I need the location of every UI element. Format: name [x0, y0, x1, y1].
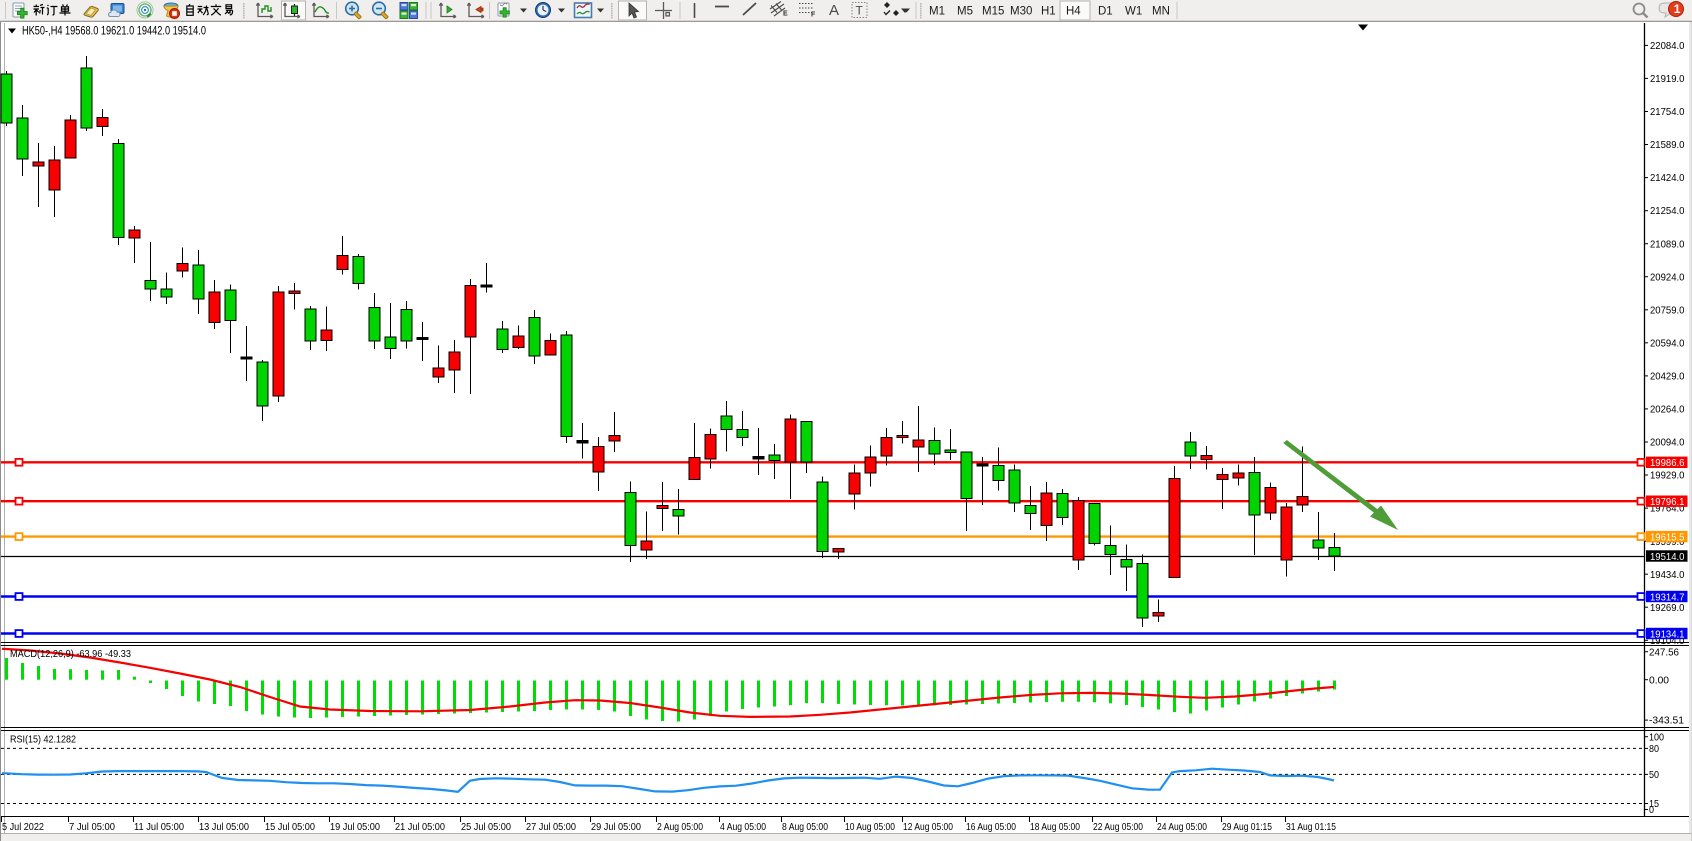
svg-text:15 Jul 05:00: 15 Jul 05:00	[265, 821, 315, 833]
svg-text:T: T	[856, 4, 864, 18]
svg-text:19514.0: 19514.0	[1650, 551, 1685, 563]
svg-text:21 Jul 05:00: 21 Jul 05:00	[395, 821, 445, 833]
svg-text:0: 0	[1649, 804, 1654, 816]
svg-text:2 Aug 05:00: 2 Aug 05:00	[657, 821, 703, 833]
svg-text:11 Jul 05:00: 11 Jul 05:00	[134, 821, 184, 833]
svg-text:100: 100	[1649, 731, 1664, 743]
svg-text:18 Aug 05:00: 18 Aug 05:00	[1030, 821, 1080, 833]
svg-text:H4: H4	[1066, 6, 1081, 18]
svg-text:50: 50	[1649, 769, 1659, 781]
svg-text:A: A	[829, 2, 839, 19]
svg-text:13 Jul 05:00: 13 Jul 05:00	[199, 821, 249, 833]
svg-text:22084.0: 22084.0	[1650, 40, 1685, 52]
svg-text:M1: M1	[929, 6, 945, 18]
svg-text:M15: M15	[982, 6, 1004, 18]
svg-text:10 Aug 05:00: 10 Aug 05:00	[845, 821, 895, 833]
svg-text:8 Aug 05:00: 8 Aug 05:00	[782, 821, 828, 833]
svg-text:20429.0: 20429.0	[1650, 371, 1685, 383]
svg-text:1: 1	[1674, 2, 1681, 16]
svg-text:20924.0: 20924.0	[1650, 271, 1685, 283]
svg-text:80: 80	[1649, 743, 1659, 755]
svg-text:20094.0: 20094.0	[1650, 437, 1685, 449]
svg-text:HK50-,H4 19568.0 19621.0 1944: HK50-,H4 19568.0 19621.0 19442.0 19514.0	[22, 26, 206, 38]
svg-text:20594.0: 20594.0	[1650, 337, 1685, 349]
svg-text:19796.1: 19796.1	[1650, 496, 1685, 508]
svg-text:12 Aug 05:00: 12 Aug 05:00	[903, 821, 953, 833]
svg-text:E: E	[783, 11, 788, 18]
svg-text:19615.5: 19615.5	[1650, 531, 1685, 543]
svg-text:22 Aug 05:00: 22 Aug 05:00	[1093, 821, 1143, 833]
svg-text:M30: M30	[1010, 6, 1032, 18]
svg-text:21754.0: 21754.0	[1650, 106, 1685, 118]
svg-text:19134.1: 19134.1	[1650, 628, 1685, 640]
svg-text:25 Jul 05:00: 25 Jul 05:00	[461, 821, 511, 833]
svg-text:21589.0: 21589.0	[1650, 139, 1685, 151]
svg-text:16 Aug 05:00: 16 Aug 05:00	[966, 821, 1016, 833]
svg-text:-343.51: -343.51	[1649, 715, 1684, 727]
svg-text:29 Jul 05:00: 29 Jul 05:00	[591, 821, 641, 833]
svg-text:21254.0: 21254.0	[1650, 205, 1685, 217]
svg-text:19929.0: 19929.0	[1650, 470, 1685, 482]
svg-text:M5: M5	[957, 6, 973, 18]
svg-text:5 Jul 2022: 5 Jul 2022	[2, 821, 44, 833]
svg-text:21089.0: 21089.0	[1650, 238, 1685, 250]
svg-text:20759.0: 20759.0	[1650, 304, 1685, 316]
svg-text:MN: MN	[1152, 6, 1170, 18]
svg-text:29 Aug 01:15: 29 Aug 01:15	[1222, 821, 1272, 833]
svg-text:247.56: 247.56	[1649, 646, 1679, 658]
svg-text:19269.0: 19269.0	[1650, 602, 1685, 614]
svg-text:27 Jul 05:00: 27 Jul 05:00	[526, 821, 576, 833]
svg-text:21424.0: 21424.0	[1650, 172, 1685, 184]
svg-text:7 Jul 05:00: 7 Jul 05:00	[69, 821, 115, 833]
svg-text:21919.0: 21919.0	[1650, 73, 1685, 85]
svg-text:4 Aug 05:00: 4 Aug 05:00	[720, 821, 766, 833]
svg-text:31 Aug 01:15: 31 Aug 01:15	[1286, 821, 1336, 833]
svg-text:MACD(12,26,9) -63.96 -49.33: MACD(12,26,9) -63.96 -49.33	[10, 648, 131, 660]
svg-text:0.00: 0.00	[1649, 674, 1669, 686]
svg-text:20264.0: 20264.0	[1650, 404, 1685, 416]
svg-text:F: F	[811, 12, 816, 19]
svg-text:D1: D1	[1098, 6, 1113, 18]
svg-text:H1: H1	[1041, 6, 1056, 18]
svg-text:W1: W1	[1125, 6, 1142, 18]
svg-text:RSI(15) 42.1282: RSI(15) 42.1282	[10, 734, 76, 746]
svg-text:24 Aug 05:00: 24 Aug 05:00	[1157, 821, 1207, 833]
svg-text:19 Jul 05:00: 19 Jul 05:00	[330, 821, 380, 833]
svg-text:15: 15	[1649, 798, 1659, 810]
svg-text:19986.6: 19986.6	[1650, 457, 1685, 469]
svg-text:19314.7: 19314.7	[1650, 591, 1685, 603]
svg-text:19434.0: 19434.0	[1650, 569, 1685, 581]
